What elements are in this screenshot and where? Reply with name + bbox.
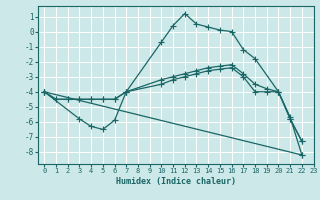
X-axis label: Humidex (Indice chaleur): Humidex (Indice chaleur) xyxy=(116,177,236,186)
